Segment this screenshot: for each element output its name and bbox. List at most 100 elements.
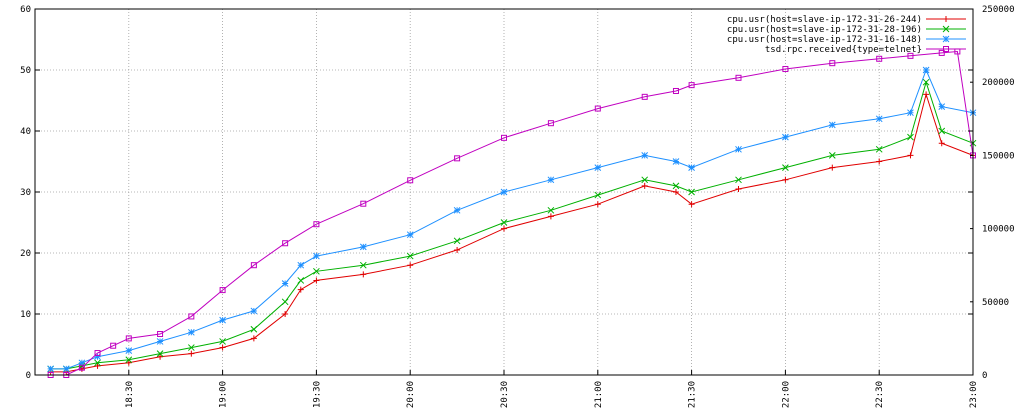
y-right-tick-label: 200000 [982,78,1015,88]
data-point [547,206,555,214]
data-point [250,325,258,333]
y-left-tick-label: 0 [26,371,31,381]
data-point [672,158,680,165]
series-3 [47,66,977,373]
y-right-tick-label: 150000 [982,151,1015,161]
data-point [94,362,101,369]
data-point [782,164,789,171]
data-point [735,145,742,153]
data-point [188,313,195,320]
x-tick-label: 22:30 [875,381,885,408]
data-point [735,176,742,184]
data-point [942,25,950,33]
data-point [297,286,304,293]
x-tick-label: 20:00 [406,381,416,408]
data-point [594,164,602,171]
data-point [125,359,132,366]
data-point [938,103,946,110]
data-point [501,134,507,141]
series-line [50,50,974,376]
y-left-tick-label: 50 [20,66,31,76]
data-point [359,261,367,269]
data-point [594,201,601,208]
data-point [453,237,461,245]
data-point [735,185,742,192]
data-point [281,298,289,306]
data-point [78,364,85,371]
data-point [219,338,226,345]
y-left-tick-label: 10 [20,310,31,320]
data-point [156,350,164,358]
data-point [942,35,950,43]
data-point [125,356,133,364]
data-point [782,66,789,73]
data-point [282,240,289,247]
data-point [188,350,195,357]
data-point [782,176,789,183]
data-point [94,350,101,357]
data-point [735,74,742,81]
data-point [641,93,648,100]
data-point [125,347,133,354]
data-point [62,365,70,373]
data-point [47,365,54,373]
x-tick-label: 20:30 [500,381,510,408]
data-point [125,335,132,342]
data-point [297,277,305,284]
data-point [672,182,680,190]
series-2 [47,78,977,373]
data-point [94,353,101,361]
data-point [782,133,789,141]
data-point [313,277,320,284]
data-point [875,145,883,153]
y-left-tick-label: 30 [20,188,31,198]
data-point [688,164,695,171]
data-point [907,152,914,159]
y-right-tick-label: 50000 [982,298,1009,308]
data-point [688,188,695,196]
data-point [219,287,226,294]
data-point [359,243,367,251]
data-point [406,231,414,239]
data-point [313,221,320,228]
data-point [187,344,195,351]
data-point [938,127,946,135]
y-left-tick-label: 40 [20,127,31,137]
legend-entry-label: cpu.usr(host=slave-ip-172-31-28-196) [727,25,922,35]
legend: cpu.usr(host=slave-ip-172-31-26-244)cpu.… [727,15,966,55]
data-point [313,267,320,275]
data-point [829,60,836,67]
data-point [938,140,945,147]
data-point [360,200,367,207]
data-point [501,225,507,232]
legend-entry-label: cpu.usr(host=slave-ip-172-31-16-148) [727,35,922,45]
data-point [547,120,554,127]
data-point [938,49,945,56]
data-point [943,16,949,22]
series-4 [47,48,976,378]
y-right-tick-label: 100000 [982,225,1015,235]
y-right-tick-label: 250000 [982,5,1015,15]
data-point [250,307,258,315]
data-point [875,115,883,123]
data-point [547,176,555,184]
data-point [943,46,949,52]
x-tick-label: 21:00 [594,381,604,408]
x-tick-label: 23:00 [969,381,979,408]
x-tick-label: 22:00 [781,381,791,408]
data-point [594,191,602,199]
data-point [110,342,117,349]
data-point [672,189,679,195]
x-tick-label: 19:30 [312,381,322,408]
data-point [547,213,554,220]
data-point [454,155,461,162]
data-point [360,271,367,278]
data-point [313,252,320,260]
data-point [922,66,930,74]
data-point [594,105,601,112]
data-point [922,78,930,86]
data-point [500,188,508,196]
data-point [453,206,461,214]
series-line [50,68,974,370]
data-point [829,164,836,171]
